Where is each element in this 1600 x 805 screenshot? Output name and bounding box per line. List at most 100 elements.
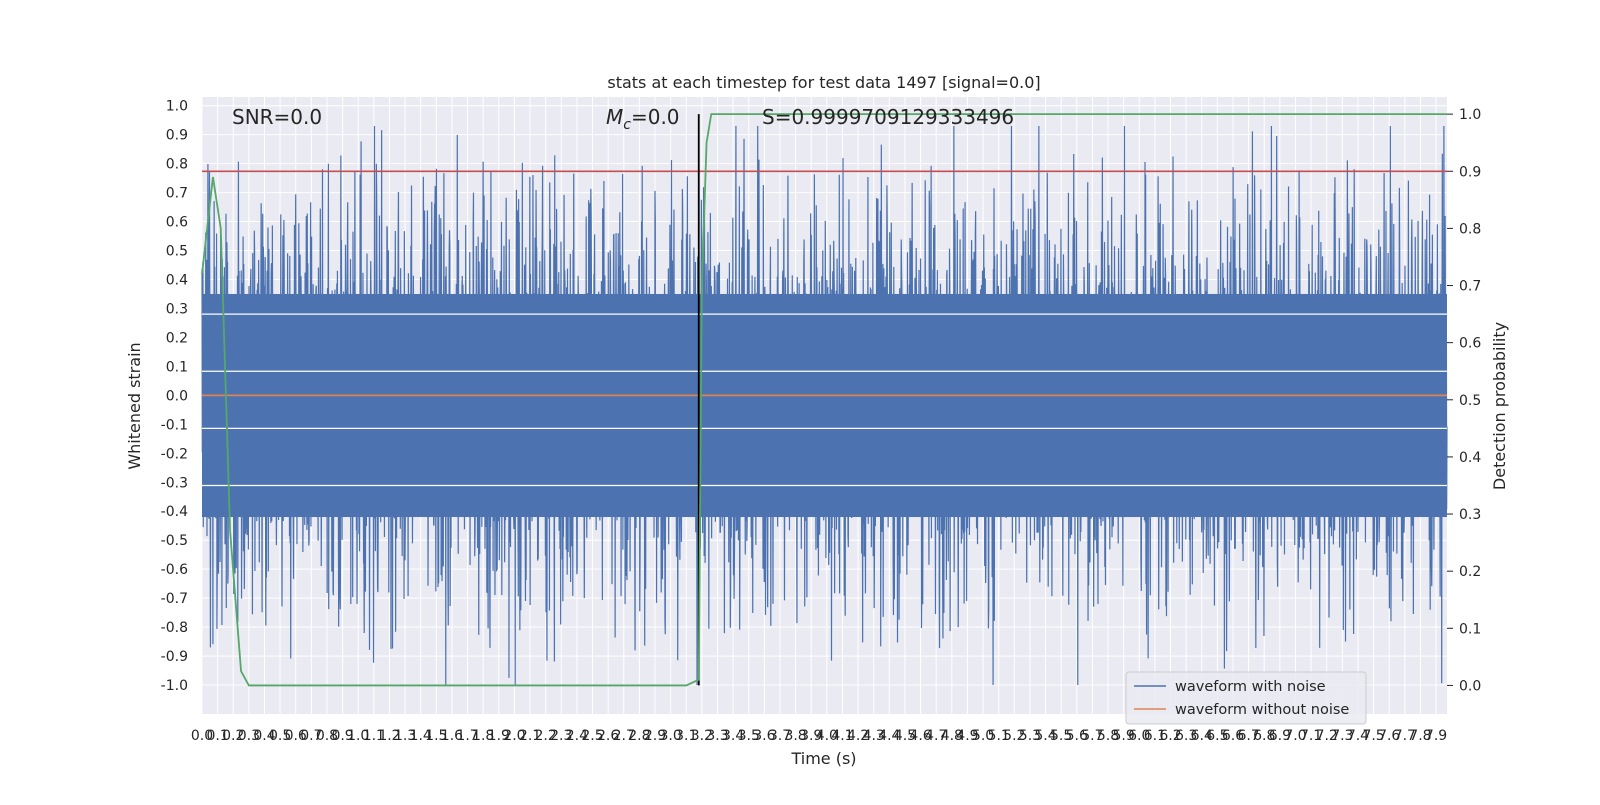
x-tick-label: 1.7 — [456, 728, 478, 744]
y-tick-label: 0.2 — [166, 330, 188, 346]
x-tick-label: 0.5 — [269, 728, 291, 744]
legend-label-clean: waveform without noise — [1175, 702, 1349, 718]
x-tick-label: 6.1 — [1144, 728, 1166, 744]
x-tick-label: 0.6 — [285, 728, 307, 744]
x-tick-label: 5.3 — [1019, 728, 1041, 744]
mc-subscript: c — [623, 117, 631, 133]
x-tick-label: 0.4 — [253, 728, 275, 744]
x-tick-label: 5.7 — [1081, 728, 1103, 744]
y2-tick-label: 0.9 — [1459, 164, 1481, 180]
x-tick-label: 0.8 — [316, 728, 338, 744]
x-tick-label: 4.2 — [847, 728, 869, 744]
y-tick-label: 0.1 — [166, 359, 188, 375]
y-tick-label: 0.3 — [166, 301, 188, 317]
y2-tick-label: 0.0 — [1459, 678, 1481, 694]
y-tick-label: -0.2 — [161, 446, 188, 462]
y-tick-label: -0.5 — [161, 533, 188, 549]
x-tick-label: 1.0 — [347, 728, 369, 744]
y-tick-label: 0.0 — [166, 388, 188, 404]
x-tick-label: 6.2 — [1159, 728, 1181, 744]
y2-tick-label: 0.1 — [1459, 621, 1481, 637]
x-tick-label: 5.2 — [1003, 728, 1025, 744]
y2-tick-label: 0.7 — [1459, 279, 1481, 295]
x-tick-label: 6.0 — [1128, 728, 1150, 744]
y-tick-label: 0.8 — [166, 157, 188, 173]
y-tick-label: 1.0 — [166, 99, 188, 115]
y-tick-label: -0.3 — [161, 475, 188, 491]
series-layer — [201, 113, 1448, 687]
x-tick-label: 1.1 — [363, 728, 385, 744]
x-tick-label: 0.9 — [331, 728, 353, 744]
x-tick-label: 1.4 — [410, 728, 432, 744]
x-tick-label: 7.1 — [1300, 728, 1322, 744]
x-tick-label: 5.9 — [1113, 728, 1135, 744]
x-tick-label: 7.0 — [1284, 728, 1306, 744]
x-tick-label: 3.6 — [753, 728, 775, 744]
x-tick-label: 6.6 — [1222, 728, 1244, 744]
x-tick-label: 1.9 — [488, 728, 510, 744]
x-tick-label: 4.9 — [956, 728, 978, 744]
legend-label-noisy: waveform with noise — [1175, 679, 1326, 695]
legend: waveform with noise waveform without noi… — [1125, 671, 1367, 725]
x-tick-label: 7.7 — [1394, 728, 1416, 744]
x-tick-label: 6.7 — [1237, 728, 1259, 744]
y-tick-label: -0.9 — [161, 649, 188, 665]
x-tick-label: 2.8 — [628, 728, 650, 744]
x-tick-label: 7.9 — [1425, 728, 1447, 744]
x-tick-label: 5.4 — [1034, 728, 1056, 744]
y2-tick-label: 0.3 — [1459, 507, 1481, 523]
y2-tick-label: 0.8 — [1459, 221, 1481, 237]
x-tick-label: 4.5 — [894, 728, 916, 744]
x-tick-label: 2.2 — [535, 728, 557, 744]
y-tick-label: 0.9 — [166, 128, 188, 144]
x-tick-label: 0.2 — [222, 728, 244, 744]
y2-axis-label: Detection probability — [1490, 322, 1509, 490]
x-tick-label: 1.2 — [378, 728, 400, 744]
y2-tick-label: 0.5 — [1459, 393, 1481, 409]
x-tick-label: 6.9 — [1269, 728, 1291, 744]
x-tick-label: 0.7 — [300, 728, 322, 744]
x-tick-label: 5.1 — [988, 728, 1010, 744]
x-tick-label: 2.5 — [581, 728, 603, 744]
x-tick-label: 4.6 — [909, 728, 931, 744]
x-tick-label: 7.5 — [1362, 728, 1384, 744]
x-tick-label: 3.2 — [691, 728, 713, 744]
x-tick-label: 2.3 — [550, 728, 572, 744]
detection-score-annotation: S=0.9999709129333496 — [762, 105, 1014, 129]
x-tick-label: 3.4 — [722, 728, 744, 744]
legend-box — [1125, 671, 1367, 725]
x-tick-label: 3.0 — [659, 728, 681, 744]
x-tick-label: 2.4 — [566, 728, 588, 744]
y-tick-label: 0.4 — [166, 272, 188, 288]
y-tick-label: 0.6 — [166, 215, 188, 231]
x-axis-label: Time (s) — [790, 749, 856, 768]
y-tick-label: -0.6 — [161, 562, 188, 578]
x-tick-label: 2.7 — [613, 728, 635, 744]
y-tick-label: -0.7 — [161, 591, 188, 607]
x-tick-label: 7.6 — [1378, 728, 1400, 744]
y-tick-label: 0.7 — [166, 186, 188, 202]
noisy-waveform-band — [202, 293, 1447, 518]
x-tick-label: 3.1 — [675, 728, 697, 744]
x-tick-label: 7.3 — [1331, 728, 1353, 744]
x-tick-label: 2.6 — [597, 728, 619, 744]
x-tick-label: 0.1 — [206, 728, 228, 744]
y2-tick-label: 0.2 — [1459, 564, 1481, 580]
x-tick-label: 6.5 — [1206, 728, 1228, 744]
x-tick-label: 2.9 — [644, 728, 666, 744]
x-tick-label: 5.0 — [972, 728, 994, 744]
tick-layer: 0.00.10.20.30.40.50.60.70.80.91.01.11.21… — [161, 99, 1482, 744]
x-tick-label: 6.3 — [1175, 728, 1197, 744]
mc-annotation: Mc=0.0 — [606, 105, 680, 133]
x-tick-label: 4.4 — [878, 728, 900, 744]
y2-tick-label: 1.0 — [1459, 107, 1481, 123]
x-tick-label: 1.8 — [472, 728, 494, 744]
y-tick-label: 0.5 — [166, 244, 188, 260]
snr-annotation: SNR=0.0 — [232, 105, 322, 129]
x-tick-label: 4.8 — [941, 728, 963, 744]
x-tick-label: 1.3 — [394, 728, 416, 744]
x-tick-label: 3.7 — [769, 728, 791, 744]
x-tick-label: 7.8 — [1409, 728, 1431, 744]
